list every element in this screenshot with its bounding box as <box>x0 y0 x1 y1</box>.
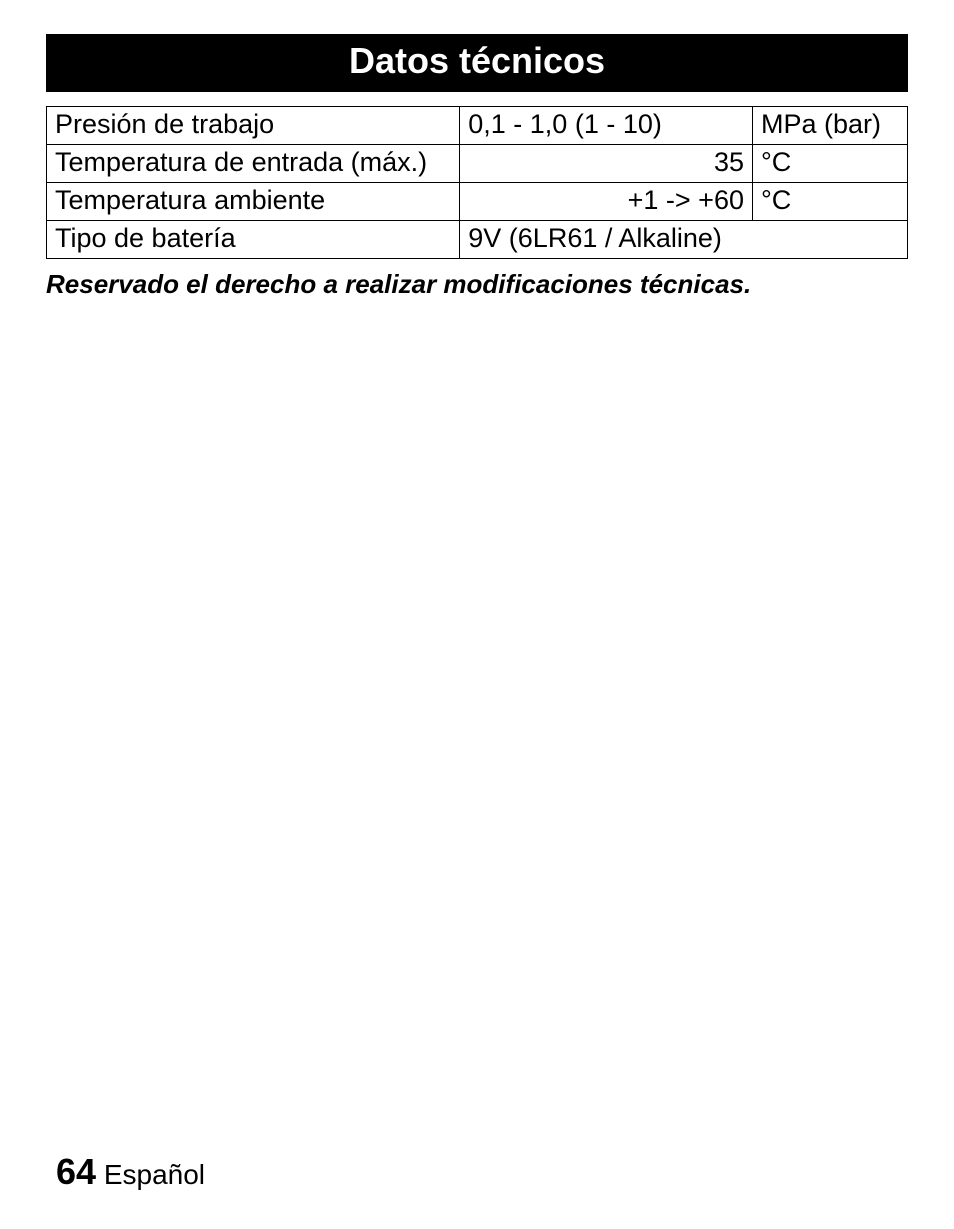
spec-unit: °C <box>753 145 908 183</box>
table-row: Presión de trabajo0,1 - 1,0 (1 - 10)MPa … <box>47 107 908 145</box>
spec-unit: MPa (bar) <box>753 107 908 145</box>
spec-value: +1 -> +60 <box>460 183 753 221</box>
page-language: Español <box>104 1159 205 1190</box>
page-number: 64 <box>56 1151 96 1192</box>
table-row: Temperatura de entrada (máx.)35°C <box>47 145 908 183</box>
page-footer: 64 Español <box>56 1151 205 1193</box>
spec-tbody: Presión de trabajo0,1 - 1,0 (1 - 10)MPa … <box>47 107 908 259</box>
spec-value: 35 <box>460 145 753 183</box>
spec-unit: °C <box>753 183 908 221</box>
spec-label: Tipo de batería <box>47 221 460 259</box>
table-row: Tipo de batería9V (6LR61 / Alkaline) <box>47 221 908 259</box>
table-row: Temperatura ambiente+1 -> +60°C <box>47 183 908 221</box>
spec-label: Temperatura ambiente <box>47 183 460 221</box>
specifications-table: Presión de trabajo0,1 - 1,0 (1 - 10)MPa … <box>46 106 908 259</box>
spec-value: 0,1 - 1,0 (1 - 10) <box>460 107 753 145</box>
tech-footnote: Reservado el derecho a realizar modifica… <box>46 269 908 300</box>
spec-label: Temperatura de entrada (máx.) <box>47 145 460 183</box>
spec-value: 9V (6LR61 / Alkaline) <box>460 221 908 259</box>
spec-label: Presión de trabajo <box>47 107 460 145</box>
section-heading: Datos técnicos <box>46 34 908 92</box>
